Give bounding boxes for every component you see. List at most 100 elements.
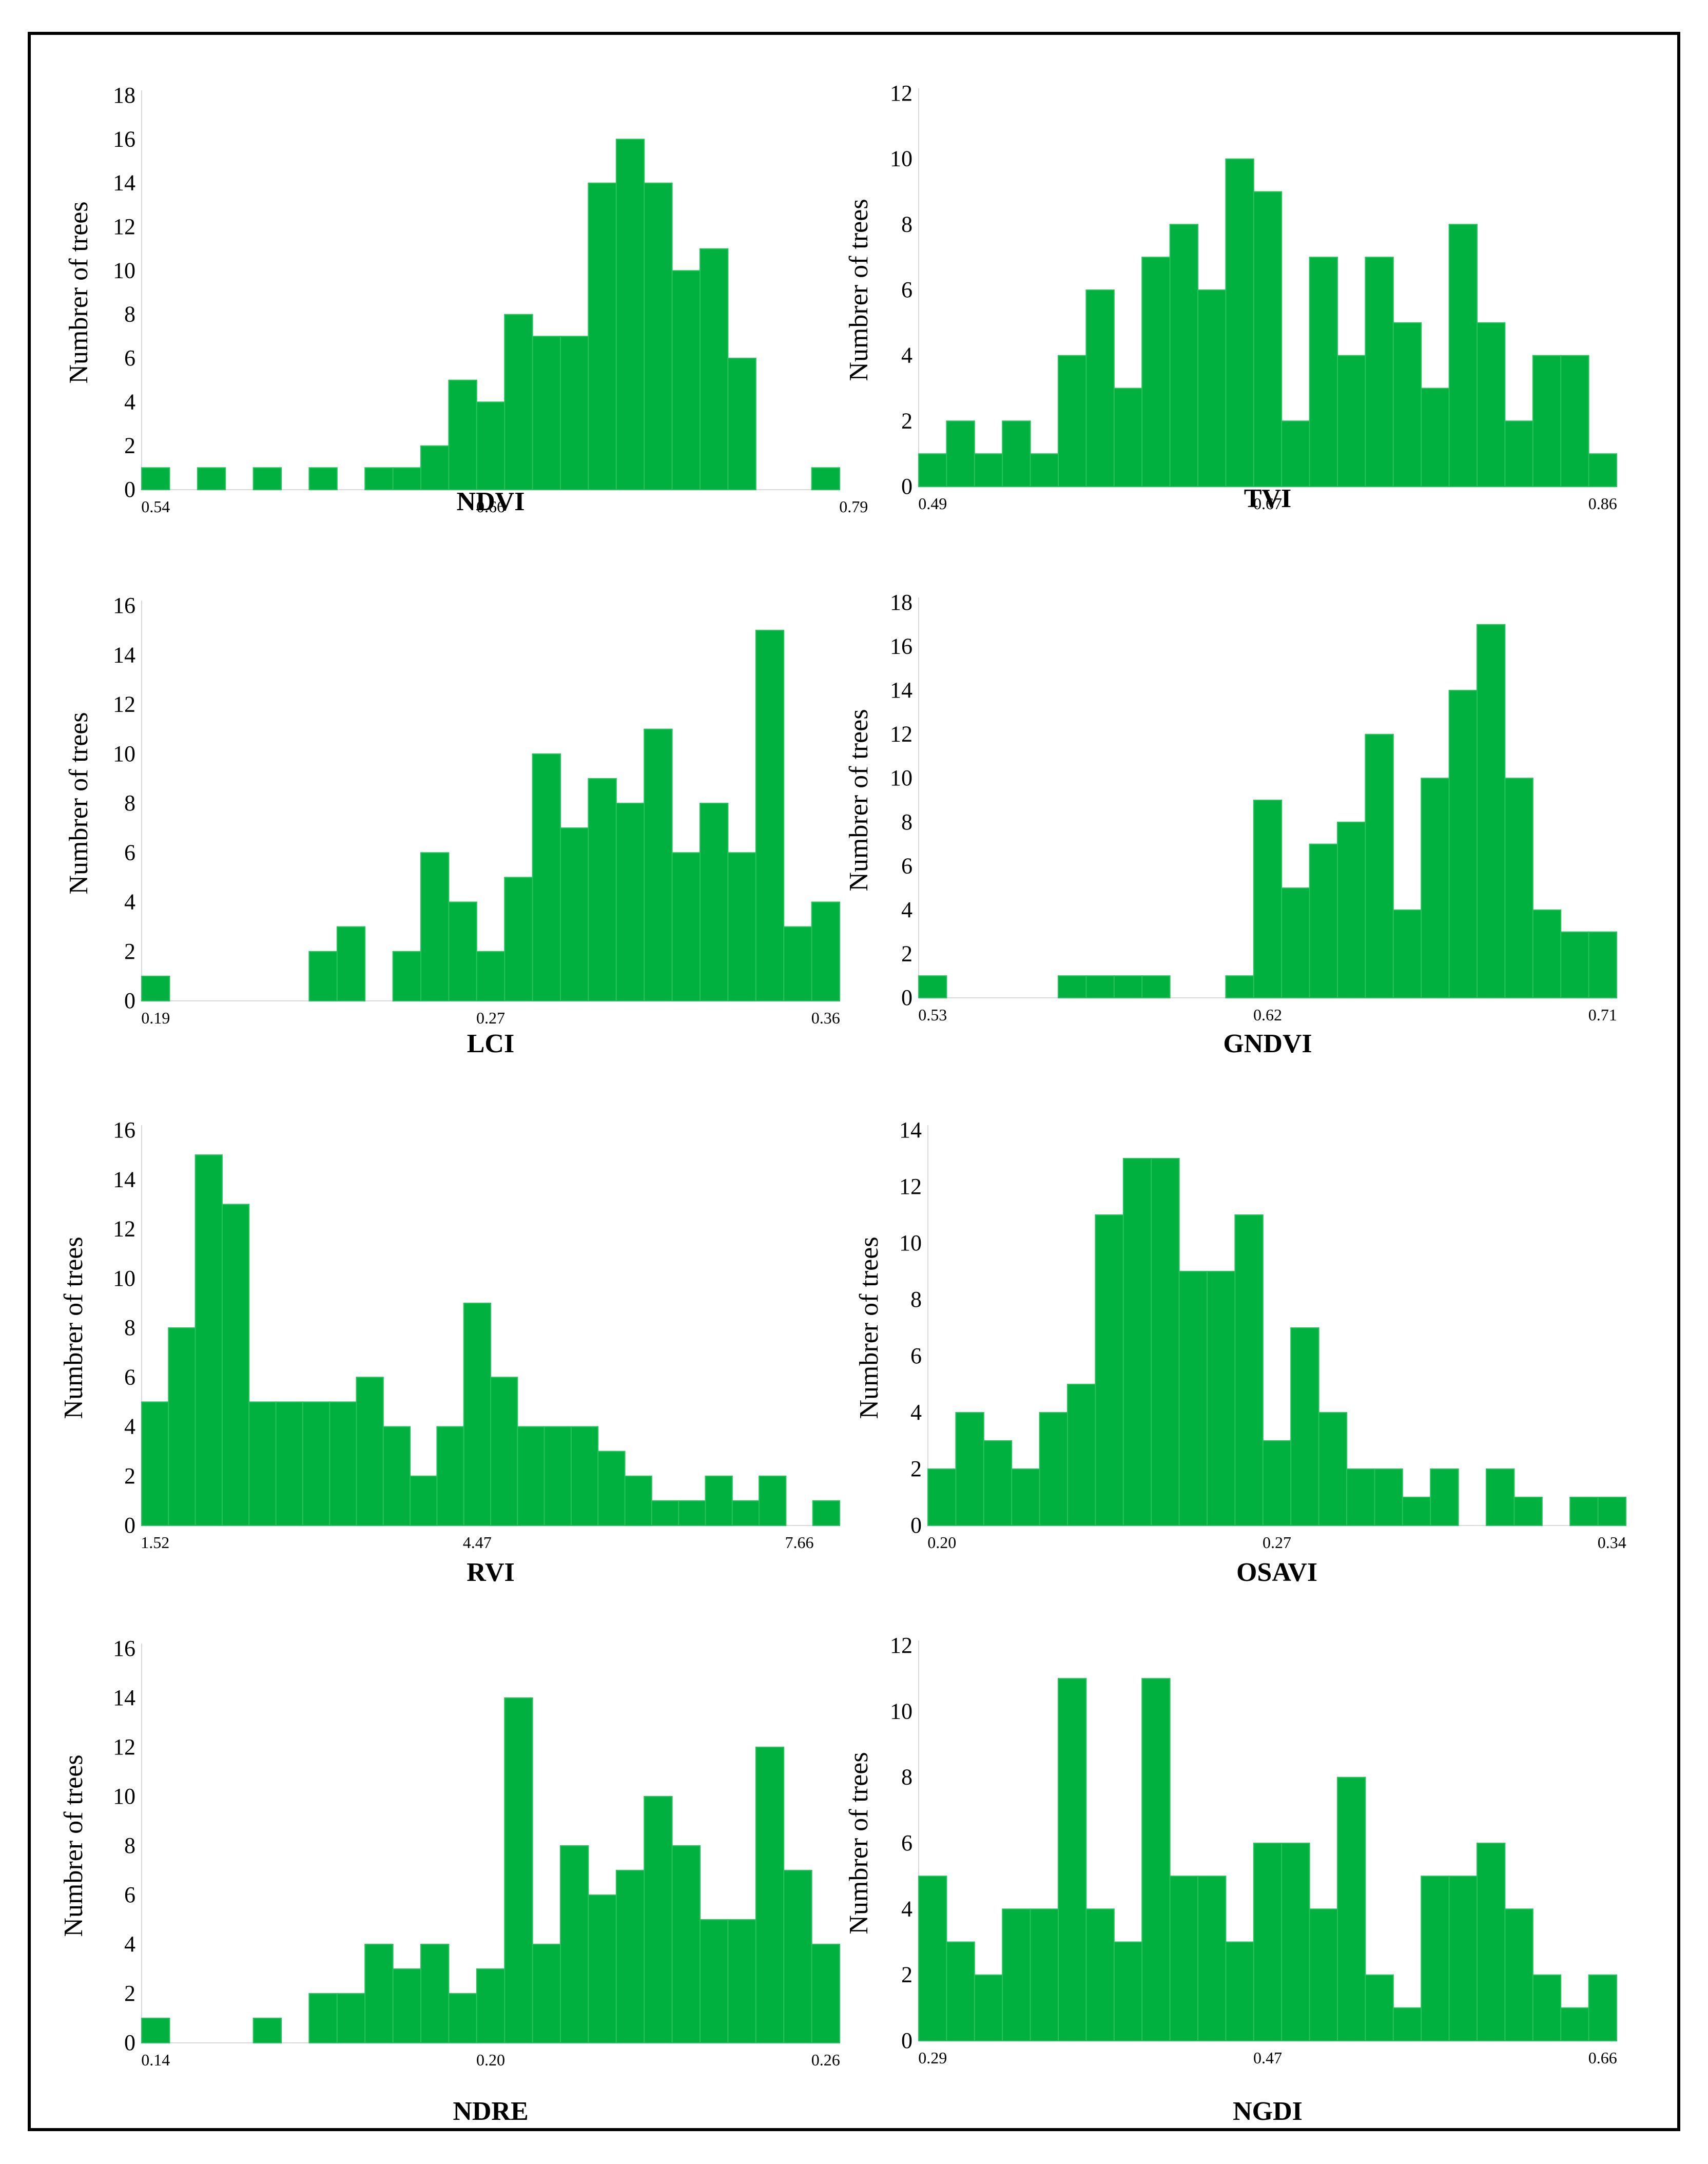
x-axis-label: TVI [1244, 484, 1291, 513]
histogram-bar [560, 336, 589, 490]
histogram-bar [1309, 1908, 1338, 2042]
x-tick-label: 0.49 [918, 494, 947, 513]
histogram-bar [1588, 931, 1618, 998]
y-tick-label: 12 [890, 1633, 913, 1658]
histogram-bar [755, 630, 785, 1001]
y-tick-label: 6 [901, 277, 913, 302]
y-tick-label: 16 [113, 1636, 135, 1661]
y-tick-label: 10 [890, 146, 913, 171]
histogram-bar [1597, 1497, 1627, 1526]
y-tick-label: 4 [910, 1400, 922, 1425]
histogram-bar [1448, 690, 1478, 998]
y-tick-label: 16 [113, 1117, 135, 1143]
histogram-bar [420, 445, 450, 491]
histogram-bar [195, 1154, 223, 1527]
histogram-bar [727, 1919, 756, 2043]
histogram-bar [1122, 1158, 1152, 1526]
histogram-bar [918, 453, 947, 488]
histogram-bar [1448, 1876, 1478, 2041]
histogram-bar [812, 1500, 840, 1526]
y-tick-label: 14 [113, 1685, 135, 1710]
histogram-bar [1141, 257, 1171, 487]
histogram-bar [1560, 931, 1589, 998]
histogram-bar [918, 1876, 947, 2041]
y-tick-label: 6 [901, 1830, 913, 1856]
x-axis-label: NDRE [453, 2097, 528, 2126]
histogram-bar [1002, 1908, 1031, 2042]
histogram-bar [1151, 1158, 1180, 1526]
histogram-bar [1513, 1497, 1543, 1526]
histogram-bar [1085, 1908, 1115, 2042]
histogram-bar [336, 1993, 366, 2043]
histogram-bar [644, 182, 673, 490]
histogram-bar [275, 1401, 303, 1526]
histogram-bar [651, 1500, 680, 1526]
histogram-bar [141, 1401, 169, 1526]
histogram-bar [644, 1796, 673, 2043]
x-tick-label: 0.20 [927, 1533, 956, 1552]
histogram-bar [1346, 1469, 1375, 1526]
histogram-bar [1067, 1384, 1096, 1526]
histogram-bar [1337, 821, 1366, 999]
y-tick-label: 8 [124, 302, 135, 327]
histogram-bar [597, 1451, 626, 1527]
histogram-bar [308, 951, 338, 1002]
histogram-bar [1392, 322, 1422, 487]
histogram-bar [927, 1469, 957, 1526]
histogram-bar [248, 1401, 277, 1526]
histogram-bar [755, 1747, 785, 2043]
histogram-bar [588, 778, 617, 1002]
x-tick-label: 0.19 [141, 1009, 170, 1027]
histogram-bar [1281, 887, 1310, 998]
y-tick-label: 18 [113, 83, 135, 108]
x-tick-label: 0.27 [1263, 1533, 1291, 1552]
histogram-bar [1430, 1469, 1459, 1526]
x-tick-label: 0.27 [476, 1009, 505, 1027]
x-tick-label: 0.20 [476, 2051, 505, 2069]
histogram-bar [1141, 975, 1171, 998]
histogram-ndvi: 0 2 4 6 8 10 12 14 16 18 0.54 0.66 0.79 NDVI Numbrer o… [64, 83, 868, 516]
histogram-bar [490, 1377, 518, 1527]
y-tick-label: 10 [113, 1784, 135, 1809]
histogram-bar [544, 1426, 572, 1526]
histogram-bar [1225, 975, 1254, 998]
histogram-bar [1588, 1974, 1618, 2041]
histogram-bar [946, 420, 975, 487]
x-tick-label: 0.86 [1588, 494, 1617, 513]
histogram-bar [364, 467, 394, 490]
histogram-bar [588, 182, 617, 490]
y-tick-label: 14 [113, 642, 135, 667]
histogram-bar [811, 1944, 840, 2043]
histogram-bar [253, 467, 282, 490]
histogram-bar [392, 951, 421, 1002]
histogram-bar [1402, 1497, 1431, 1526]
x-tick-label: 0.67 [1253, 494, 1282, 513]
histogram-bar [700, 248, 729, 490]
histogram-rvi: 0 2 4 6 8 10 12 14 16 1.52 4.47 7.66 RVI Numbrer of t… [59, 1117, 840, 1587]
y-tick-label: 2 [124, 939, 135, 964]
histogram-bar [197, 467, 226, 490]
histogram-bar [1477, 624, 1506, 999]
histogram-bar [308, 1993, 338, 2043]
y-axis-label: Numbrer of trees [844, 1752, 874, 1934]
histogram-bar [329, 1401, 357, 1526]
histogram-bar [1421, 1876, 1450, 2041]
y-tick-label: 2 [901, 1962, 913, 1987]
y-tick-label: 4 [901, 343, 913, 368]
x-tick-label: 7.66 [785, 1533, 814, 1552]
y-tick-label: 0 [901, 2028, 913, 2053]
y-tick-label: 2 [901, 408, 913, 433]
histogram-bar [221, 1204, 250, 1526]
y-tick-label: 4 [124, 890, 135, 915]
x-tick-label: 0.26 [811, 2051, 840, 2069]
x-tick-label: 0.71 [1588, 1006, 1617, 1024]
histogram-tvi: 0 2 4 6 8 10 12 0.49 0.67 0.86 TVI Numbrer of trees [844, 81, 1618, 513]
histogram-bar [532, 753, 561, 1002]
y-tick-label: 10 [890, 765, 913, 790]
y-tick-label: 14 [113, 1167, 135, 1192]
histogram-bar [1169, 224, 1199, 487]
histogram-bar [476, 401, 506, 490]
histogram-bar [1281, 1843, 1310, 2041]
y-tick-label: 2 [124, 433, 135, 458]
histogram-bar [1337, 355, 1366, 488]
